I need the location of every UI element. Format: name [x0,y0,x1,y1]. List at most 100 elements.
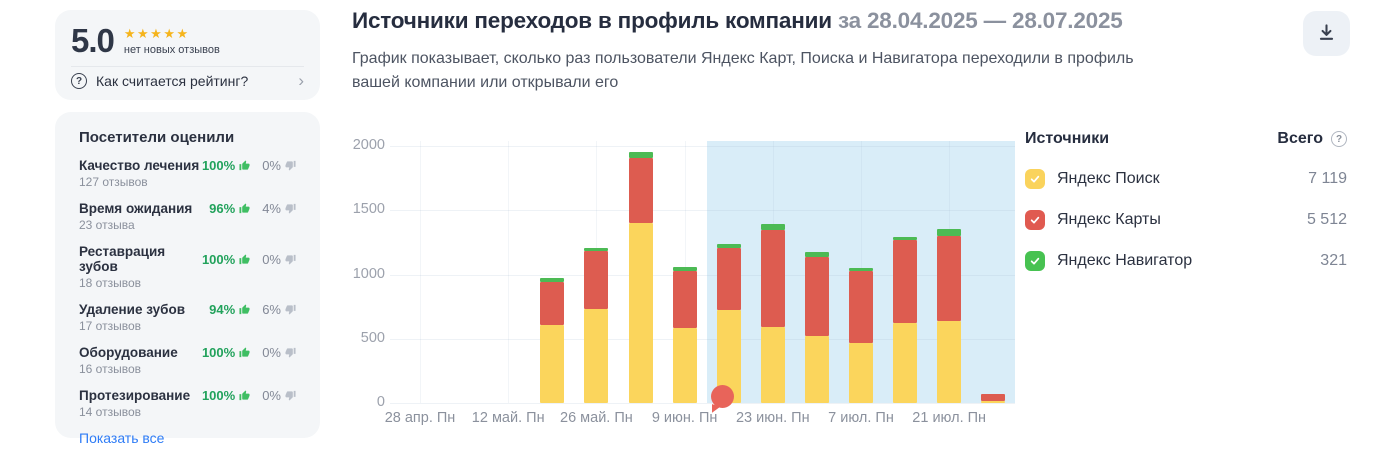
no-new-reviews-label: нет новых отзывов [123,44,220,56]
bar-segment[interactable] [672,266,697,271]
event-marker-icon[interactable] [710,385,734,408]
thumb-up-icon [239,253,250,265]
date-range-label: за 28.04.2025 — 28.07.2025 [837,8,1123,33]
legend-sources-header: Источники [1025,130,1110,147]
bar-segment[interactable] [540,324,565,403]
bar-segment[interactable] [584,248,609,251]
percent-negative: 6% [262,302,281,317]
download-button[interactable] [1303,11,1350,56]
page-title: Источники переходов в профиль компании з… [352,8,1123,34]
h-gridline [390,338,1015,340]
percent-negative: 0% [262,158,281,173]
bar-segment[interactable] [849,342,873,403]
question-circle-icon: ? [71,73,87,89]
h-gridline [390,146,1015,147]
bar-segment[interactable] [760,229,785,328]
percent-negative: 4% [262,201,281,216]
legend-item-row[interactable]: Яндекс Поиск 7 119 [1025,169,1347,189]
thumb-up-icon [239,304,250,315]
thumb-up-icon [239,347,250,358]
bar-segment[interactable] [937,228,962,236]
thumb-down-icon [285,254,296,265]
percent-positive: 100% [201,388,236,403]
chart-description: График показывает, сколько раз пользоват… [352,50,1134,91]
bar-segment[interactable] [804,252,829,258]
rating-category-row: Протезирование 100% 0% 14 отзывов [79,388,296,419]
bar-segment[interactable] [849,271,873,343]
bar-segment[interactable] [540,278,565,283]
x-tick-label: 23 июн. Пн [735,410,810,426]
percent-positive: 96% [209,201,236,216]
bar-segment[interactable] [937,235,962,322]
plot-area [390,141,1015,413]
x-tick-label: 21 июл. Пн [912,410,987,426]
bar-segment[interactable] [628,158,653,224]
h-gridline [390,210,1015,212]
legend-item-row[interactable]: Яндекс Навигатор 321 [1025,251,1347,271]
category-review-count: 16 отзывов [79,362,142,376]
category-name: Протезирование [79,388,191,403]
bar-segment[interactable] [893,240,918,323]
event-marker-tail [711,404,721,413]
y-axis: 0 500 1000 1500 2000 [330,137,385,410]
total-help-icon[interactable]: ? [1331,131,1347,147]
source-checkbox[interactable] [1025,210,1045,230]
bar-segment[interactable] [893,237,918,241]
bar-segment[interactable] [628,151,653,159]
bar-segment[interactable] [804,257,829,337]
percent-positive: 100% [201,345,236,360]
bar-segment[interactable] [672,270,697,329]
bar-segment[interactable] [672,328,697,403]
category-name: Удаление зубов [79,302,186,317]
card-divider [71,66,304,67]
bar-segment[interactable] [804,336,829,403]
source-label: Яндекс Поиск [1057,170,1160,187]
visitors-rated-card: Посетители оценили Качество лечения 100%… [55,112,320,446]
source-label: Яндекс Карты [1057,211,1161,228]
thumb-up-icon [239,390,250,401]
source-checkbox[interactable] [1025,251,1045,271]
bar-segment[interactable] [981,394,1006,402]
rating-category-row: Оборудование 100% 0% 16 отзывов [79,345,296,376]
legend-total-header: Всего [1277,130,1323,147]
legend-item-row[interactable]: Яндекс Карты 5 512 [1025,210,1347,230]
bar-segment[interactable] [716,244,741,249]
percent-negative: 0% [262,388,281,403]
source-label: Яндекс Навигатор [1057,252,1193,269]
thumb-up-icon [239,203,250,214]
bar-segment[interactable] [760,224,785,230]
bar-segment[interactable] [584,309,609,403]
rating-category-row: Реставрация зубов 100% 0% 18 отзывов [79,244,296,290]
x-tick-label: 26 май. Пн [560,410,633,426]
rating-categories-list: Качество лечения 100% 0% 127 отзывов Вре… [79,158,296,419]
bar-segment[interactable] [584,250,609,310]
bar-segment[interactable] [849,268,873,272]
bar-segment[interactable] [893,322,918,403]
category-review-count: 14 отзывов [79,405,142,419]
v-gridline [420,141,421,403]
bar-segment[interactable] [760,327,785,403]
bar-segment[interactable] [716,248,741,310]
rating-score: 5.0 [71,22,115,59]
source-checkbox[interactable] [1025,169,1045,189]
bar-segment[interactable] [981,401,1006,403]
category-name: Время ожидания [79,201,193,216]
y-tick-label: 1000 [352,265,385,282]
v-gridline [508,141,510,403]
thumb-down-icon [285,304,296,315]
percent-negative: 0% [262,345,281,360]
percent-positive: 100% [201,251,236,267]
y-tick-label: 2000 [352,137,385,153]
how-rating-calculated-link[interactable]: ? Как считается рейтинг? › [71,72,304,89]
x-axis: 28 апр. Пн 12 май. Пн 26 май. Пн 9 июн. Пн 2… [385,410,1015,430]
h-gridline [390,274,1015,276]
bar-segment[interactable] [628,223,653,403]
category-review-count: 18 отзывов [79,276,142,290]
x-tick-label: 7 июл. Пн [828,410,894,426]
bar-segment[interactable] [540,282,565,325]
rating-category-row: Качество лечения 100% 0% 127 отзывов [79,158,296,189]
show-all-link[interactable]: Показать все [79,430,165,446]
y-tick-label: 1500 [352,201,385,218]
bar-segment[interactable] [937,321,962,403]
